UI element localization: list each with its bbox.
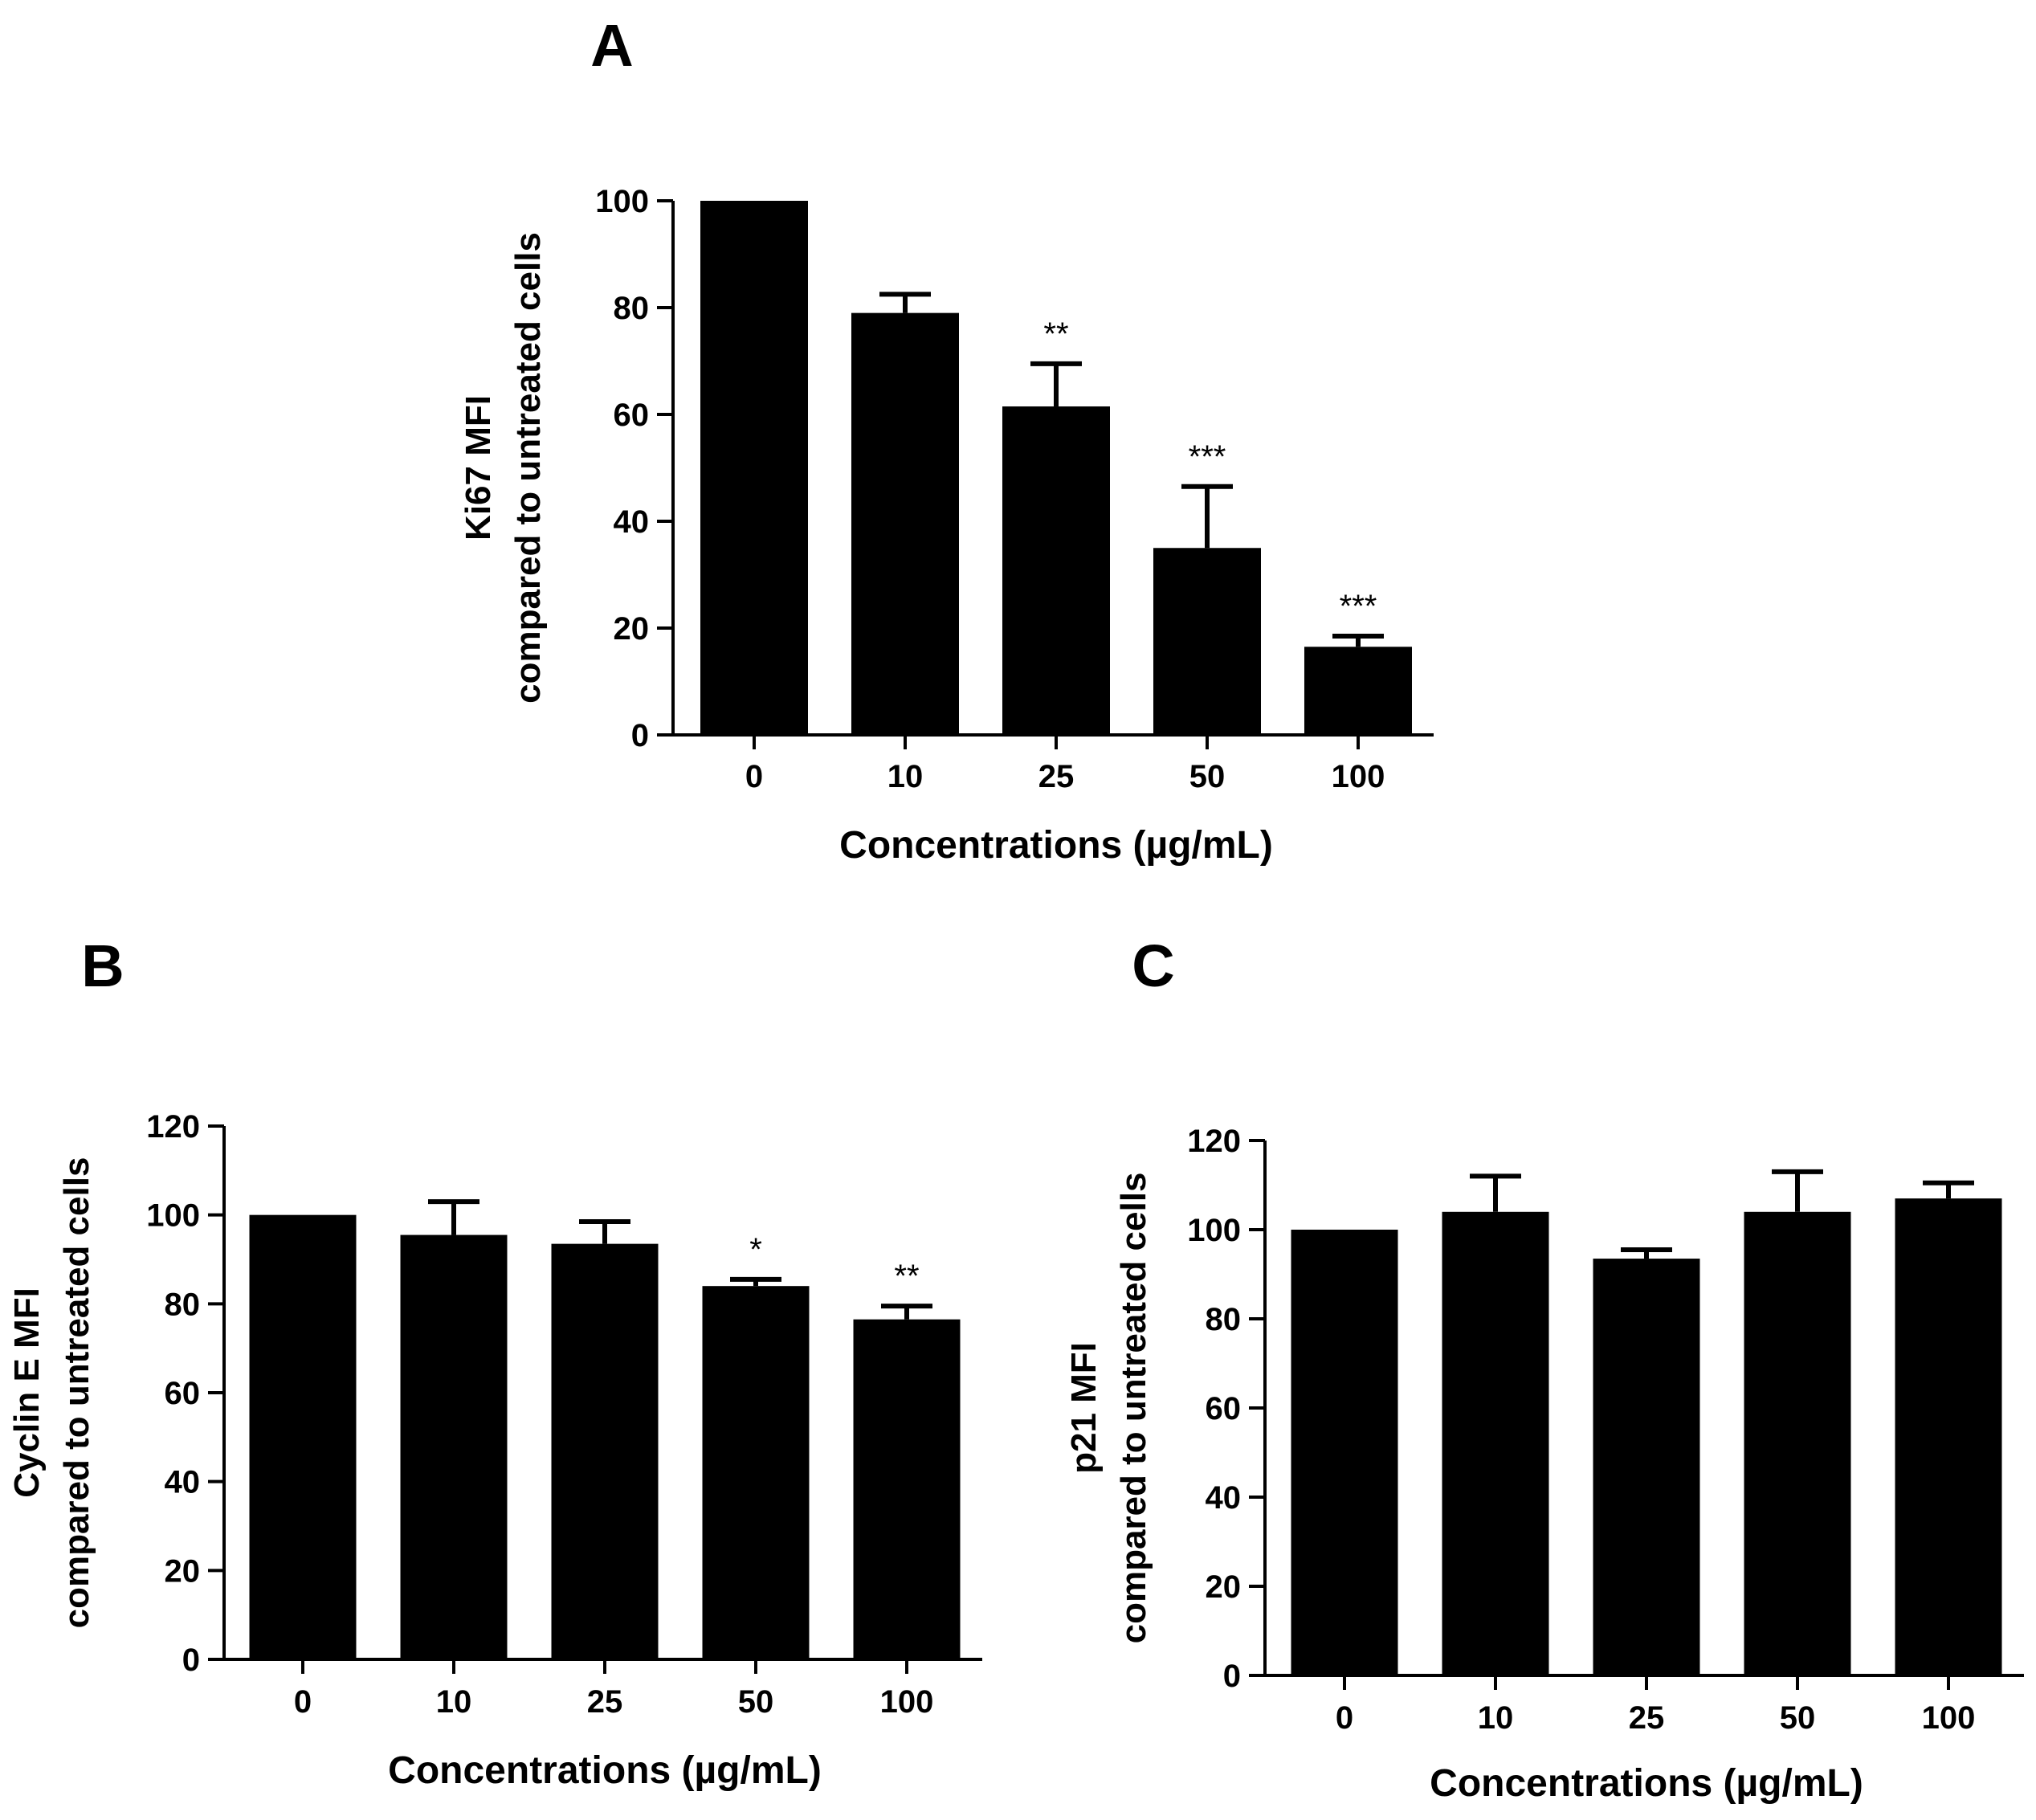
x-tick-label-a-10: 10 <box>887 759 924 794</box>
bar-c-10 <box>1442 1211 1549 1675</box>
x-axis-title-b: Concentrations (µg/mL) <box>388 1749 822 1792</box>
y-axis-title-a: Ki67 MFI compared to untreated cells <box>459 232 548 704</box>
y-tick-label-c-100: 100 <box>1187 1213 1241 1248</box>
chart-panel-a: A Ki67 MFI compared to untreated cells C… <box>459 12 1434 867</box>
y-tick-label-c-0: 0 <box>1223 1659 1241 1694</box>
y-tick-label-a-60: 60 <box>614 398 650 433</box>
significance-a-50: *** <box>1189 439 1226 475</box>
significance-a-25: ** <box>1043 316 1068 352</box>
y-axis-title-b: Cyclin E MFI compared to untreated cells <box>7 1157 96 1629</box>
y-tick-label-c-120: 120 <box>1187 1124 1241 1159</box>
plot-area-a: 0 10 ** 25 *** 50 *** 100 0 20 40 60 80 100 <box>595 184 1434 794</box>
x-tick-label-b-10: 10 <box>436 1684 472 1720</box>
y-tick-label-a-0: 0 <box>631 718 649 753</box>
y-axis-title-line1-b: Cyclin E MFI <box>7 1287 47 1498</box>
y-tick-label-a-40: 40 <box>614 504 650 540</box>
bar-a-10 <box>851 312 959 735</box>
y-tick-label-b-0: 0 <box>182 1642 200 1678</box>
x-tick-label-c-0: 0 <box>1336 1700 1353 1736</box>
x-tick-label-b-100: 100 <box>880 1684 934 1720</box>
x-tick-label-c-25: 25 <box>1629 1700 1665 1736</box>
panel-label-a: A <box>590 12 633 79</box>
y-axis-title-c: p21 MFI compared to untreated cells <box>1064 1173 1153 1644</box>
y-tick-label-a-20: 20 <box>614 611 650 647</box>
y-tick-label-b-40: 40 <box>165 1465 201 1500</box>
x-tick-label-c-10: 10 <box>1478 1700 1514 1736</box>
bar-c-100 <box>1895 1198 2002 1675</box>
y-axis-title-line2-a: compared to untreated cells <box>508 232 548 704</box>
y-tick-label-a-80: 80 <box>614 291 650 326</box>
y-tick-label-a-100: 100 <box>595 184 649 219</box>
x-axis-title-a: Concentrations (µg/mL) <box>839 824 1273 867</box>
chart-panel-c: C p21 MFI compared to untreated cells Co… <box>1064 932 2024 1805</box>
x-tick-label-a-0: 0 <box>745 759 763 794</box>
y-tick-label-c-60: 60 <box>1206 1391 1242 1426</box>
x-tick-label-b-25: 25 <box>587 1684 623 1720</box>
bar-a-100 <box>1304 647 1412 735</box>
x-tick-label-a-100: 100 <box>1332 759 1385 794</box>
bar-a-50 <box>1153 548 1261 735</box>
x-tick-label-b-50: 50 <box>738 1684 774 1720</box>
bar-b-100 <box>853 1319 961 1659</box>
x-tick-label-a-25: 25 <box>1038 759 1075 794</box>
bar-c-0 <box>1291 1230 1398 1675</box>
plot-area-c: 0 10 25 50 100 0 20 40 60 80 100 120 <box>1187 1124 2024 1736</box>
y-axis-title-line1-c: p21 MFI <box>1064 1342 1104 1474</box>
y-tick-label-c-20: 20 <box>1206 1569 1242 1605</box>
x-tick-label-b-0: 0 <box>294 1684 312 1720</box>
y-axis-title-line2-c: compared to untreated cells <box>1114 1173 1153 1644</box>
significance-a-100: *** <box>1340 589 1377 624</box>
x-tick-label-c-100: 100 <box>1922 1700 1976 1736</box>
bar-b-10 <box>400 1234 508 1659</box>
chart-panel-b: B Cyclin E MFI compared to untreated cel… <box>7 932 982 1792</box>
bar-a-0 <box>700 201 808 735</box>
bar-c-25 <box>1593 1259 1700 1675</box>
y-tick-label-b-120: 120 <box>146 1109 200 1145</box>
y-axis-title-line1-a: Ki67 MFI <box>459 395 498 541</box>
y-tick-label-b-80: 80 <box>165 1287 201 1322</box>
bar-b-25 <box>551 1243 659 1659</box>
significance-b-50: * <box>749 1232 762 1267</box>
plot-area-b: 0 10 25 * 50 ** 100 0 20 40 60 80 100 120 <box>146 1109 982 1720</box>
y-tick-label-b-100: 100 <box>146 1198 200 1234</box>
bar-a-25 <box>1002 406 1110 735</box>
y-tick-label-b-60: 60 <box>165 1376 201 1411</box>
significance-b-100: ** <box>894 1259 919 1294</box>
y-tick-label-b-20: 20 <box>165 1553 201 1589</box>
x-tick-label-a-50: 50 <box>1189 759 1226 794</box>
panel-label-c: C <box>1132 932 1174 999</box>
bar-b-0 <box>249 1214 357 1659</box>
y-tick-label-c-40: 40 <box>1206 1480 1242 1516</box>
bar-b-50 <box>702 1286 810 1659</box>
y-axis-title-line2-b: compared to untreated cells <box>57 1157 96 1629</box>
x-axis-title-c: Concentrations (µg/mL) <box>1430 1762 1863 1805</box>
panel-label-b: B <box>81 932 124 999</box>
x-tick-label-c-50: 50 <box>1780 1700 1816 1736</box>
y-tick-label-c-80: 80 <box>1206 1302 1242 1337</box>
bar-c-50 <box>1744 1211 1851 1675</box>
